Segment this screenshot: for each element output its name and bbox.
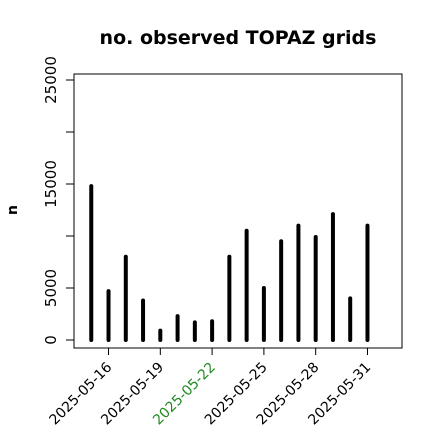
plot-frame	[73, 73, 403, 349]
y-tick-label: 15000	[42, 160, 60, 208]
y-tick-label: 25000	[42, 56, 60, 104]
x-axis: 2025-05-162025-05-192025-05-222025-05-25…	[47, 347, 374, 428]
bars	[89, 184, 370, 342]
chart-title: no. observed TOPAZ grids	[100, 27, 377, 49]
y-tick-label: 0	[42, 335, 60, 345]
y-axis: 0 5000 15000 25000	[42, 56, 75, 345]
y-tick-label: 5000	[42, 269, 60, 307]
y-axis-label: n	[5, 205, 21, 215]
